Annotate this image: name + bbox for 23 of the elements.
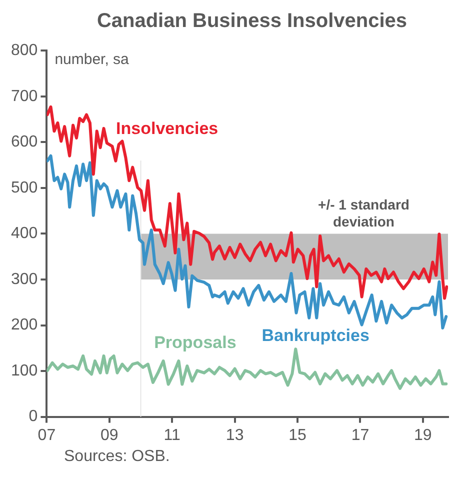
x-tick-label: 07 — [38, 426, 56, 444]
y-tick-label: 400 — [10, 225, 38, 242]
series-label: Bankruptcies — [262, 326, 370, 345]
source-note: Sources: OSB. — [64, 448, 171, 466]
x-tick-label: 17 — [351, 426, 370, 444]
x-tick-label: 11 — [164, 426, 181, 444]
series-label: Insolvencies — [116, 119, 218, 138]
chart-title: Canadian Business Insolvencies — [96, 9, 408, 34]
y-axis-title: number, sa — [54, 51, 130, 68]
x-tick-label: 13 — [226, 426, 244, 444]
y-tick-label: 300 — [10, 270, 38, 288]
y-tick-label: 800 — [10, 42, 38, 60]
y-tick-label: 700 — [10, 88, 38, 105]
y-tick-label: 200 — [10, 316, 38, 334]
band-label: +/- 1 standard deviation — [318, 196, 410, 230]
x-tick-label: 19 — [414, 426, 432, 444]
series-label: Proposals — [154, 333, 236, 352]
y-tick-label: 0 — [28, 408, 38, 426]
y-tick-label: 600 — [10, 134, 38, 151]
y-tick-label: 100 — [10, 362, 38, 380]
x-tick-label: 09 — [100, 426, 118, 444]
x-tick-label: 15 — [288, 426, 307, 444]
y-tick-label: 500 — [10, 179, 38, 196]
